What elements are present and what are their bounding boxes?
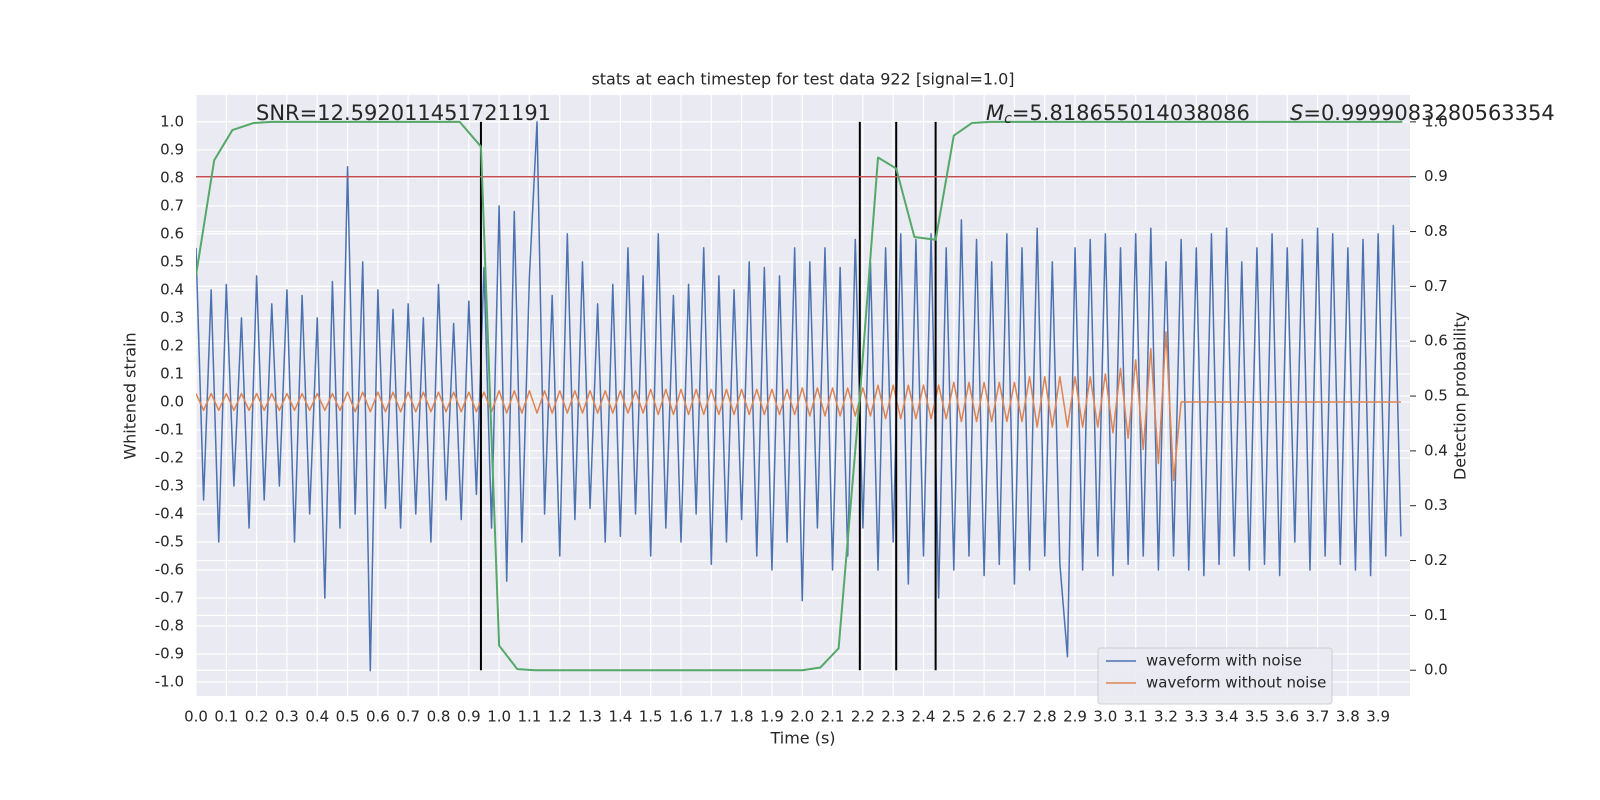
x-tick-label: 2.5	[942, 708, 966, 726]
x-tick-label: 0.7	[396, 708, 420, 726]
legend-label: waveform with noise	[1146, 652, 1302, 670]
y-tick-label: 0.1	[160, 364, 184, 382]
y-tick-label: -0.2	[155, 448, 184, 466]
y-tick-label: 0.2	[160, 336, 184, 354]
annotation: Mc=5.818655014038086	[986, 101, 1250, 127]
x-tick-label: 2.3	[881, 708, 905, 726]
x-tick-label: 0.2	[245, 708, 269, 726]
y2-tick-label: 0.3	[1424, 496, 1448, 514]
x-tick-label: 0.5	[336, 708, 360, 726]
y-tick-label: 0.0	[160, 392, 184, 410]
y2-tick-label: 0.6	[1424, 332, 1448, 350]
x-tick-label: 1.0	[487, 708, 511, 726]
y-tick-label: -0.5	[155, 532, 184, 550]
y-axis-label: Whitened strain	[121, 332, 140, 459]
x-tick-label: 1.7	[699, 708, 723, 726]
axes: 0.0 0.1 0.2 0.3 0.4 0.5 0.6 0.7 0.8 0.9 1.0 1.1 1.2 1…	[155, 112, 1448, 725]
chart-title: stats at each timestep for test data 922…	[591, 70, 1014, 89]
x-tick-label: 2.0	[790, 708, 814, 726]
x-tick-label: 3.6	[1275, 708, 1299, 726]
x-tick-label: 0.1	[214, 708, 238, 726]
grid	[195, 95, 1410, 696]
x-tick-label: 2.1	[821, 708, 845, 726]
y2-tick-label: 0.9	[1424, 167, 1448, 185]
x-tick-label: 0.8	[427, 708, 451, 726]
x-tick-label: 3.0	[1093, 708, 1117, 726]
x-tick-label: 2.4	[912, 708, 936, 726]
annotation-text: =0.9999083280563354	[1303, 101, 1554, 125]
series-line	[196, 121, 1402, 672]
y-tick-label: 1.0	[160, 112, 184, 130]
x-tick-label: 3.5	[1245, 708, 1269, 726]
x-tick-label: 1.3	[578, 708, 602, 726]
x-tick-label: 3.3	[1184, 708, 1208, 726]
plot-area	[196, 120, 1410, 672]
x-tick-label: 1.6	[669, 708, 693, 726]
y2-tick-label: 0.5	[1424, 387, 1448, 405]
y-tick-label: 0.4	[160, 280, 184, 298]
x-tick-label: 0.6	[366, 708, 390, 726]
x-tick-label: 3.8	[1336, 708, 1360, 726]
y-tick-label: -0.9	[155, 644, 184, 662]
legend-box	[1097, 647, 1333, 705]
x-axis-label: Time (s)	[769, 729, 835, 748]
y-tick-label: -0.1	[155, 420, 184, 438]
y-tick-label: -0.7	[155, 588, 184, 606]
y2-tick-label: 0.8	[1424, 222, 1448, 240]
y-tick-label: -0.6	[155, 560, 184, 578]
x-tick-label: 1.9	[760, 708, 784, 726]
legend-label: waveform without noise	[1146, 674, 1326, 692]
y-tick-label: 0.7	[160, 196, 184, 214]
x-tick-label: 2.2	[851, 708, 875, 726]
y2-tick-label: 0.0	[1424, 661, 1448, 679]
series-line	[196, 331, 1401, 482]
y-tick-label: -0.4	[155, 504, 184, 522]
y-tick-label: 0.3	[160, 308, 184, 326]
series-line	[196, 120, 1403, 672]
annotation: SNR=12.592011451721191	[256, 101, 551, 125]
y2-tick-label: 0.2	[1424, 551, 1448, 569]
x-tick-label: 1.5	[639, 708, 663, 726]
y-tick-label: 0.8	[160, 168, 184, 186]
x-tick-label: 1.4	[608, 708, 632, 726]
y2-tick-label: 0.4	[1424, 441, 1448, 459]
annotation-text: SNR=12.592011451721191	[256, 101, 551, 125]
y-tick-label: 0.5	[160, 252, 184, 270]
x-tick-label: 2.9	[1063, 708, 1087, 726]
annotation-subscript: c	[1004, 111, 1012, 127]
x-tick-label: 2.6	[972, 708, 996, 726]
x-tick-label: 1.1	[518, 708, 542, 726]
x-tick-label: 2.8	[1033, 708, 1057, 726]
y2-tick-label: 1.0	[1424, 112, 1448, 130]
x-tick-label: 3.1	[1124, 708, 1148, 726]
annotation-text: =5.818655014038086	[1012, 101, 1250, 125]
x-tick-label: 1.2	[548, 708, 572, 726]
x-tick-label: 0.0	[184, 708, 208, 726]
y2-tick-label: 0.7	[1424, 277, 1448, 295]
y-tick-label: -0.3	[155, 476, 184, 494]
y-tick-label: -0.8	[155, 616, 184, 634]
y-tick-label: -1.0	[155, 672, 184, 690]
x-tick-label: 3.2	[1154, 708, 1178, 726]
y2-axis-label: Detection probability	[1451, 312, 1470, 480]
x-tick-label: 0.9	[457, 708, 481, 726]
x-tick-label: 3.7	[1306, 708, 1330, 726]
x-tick-label: 3.4	[1215, 708, 1239, 726]
x-tick-label: 3.9	[1366, 708, 1390, 726]
legend: waveform with noise waveform without nois…	[1097, 647, 1333, 705]
x-tick-label: 2.7	[1002, 708, 1026, 726]
y-tick-label: 0.9	[160, 140, 184, 158]
x-tick-label: 0.3	[275, 708, 299, 726]
y-tick-label: 0.6	[160, 224, 184, 242]
x-tick-label: 1.8	[730, 708, 754, 726]
y2-tick-label: 0.1	[1424, 606, 1448, 624]
x-tick-label: 0.4	[305, 708, 329, 726]
annotation: S=0.9999083280563354	[1290, 101, 1555, 125]
annotation-symbol: M	[986, 101, 1004, 125]
annotation-symbol: S	[1290, 101, 1303, 125]
